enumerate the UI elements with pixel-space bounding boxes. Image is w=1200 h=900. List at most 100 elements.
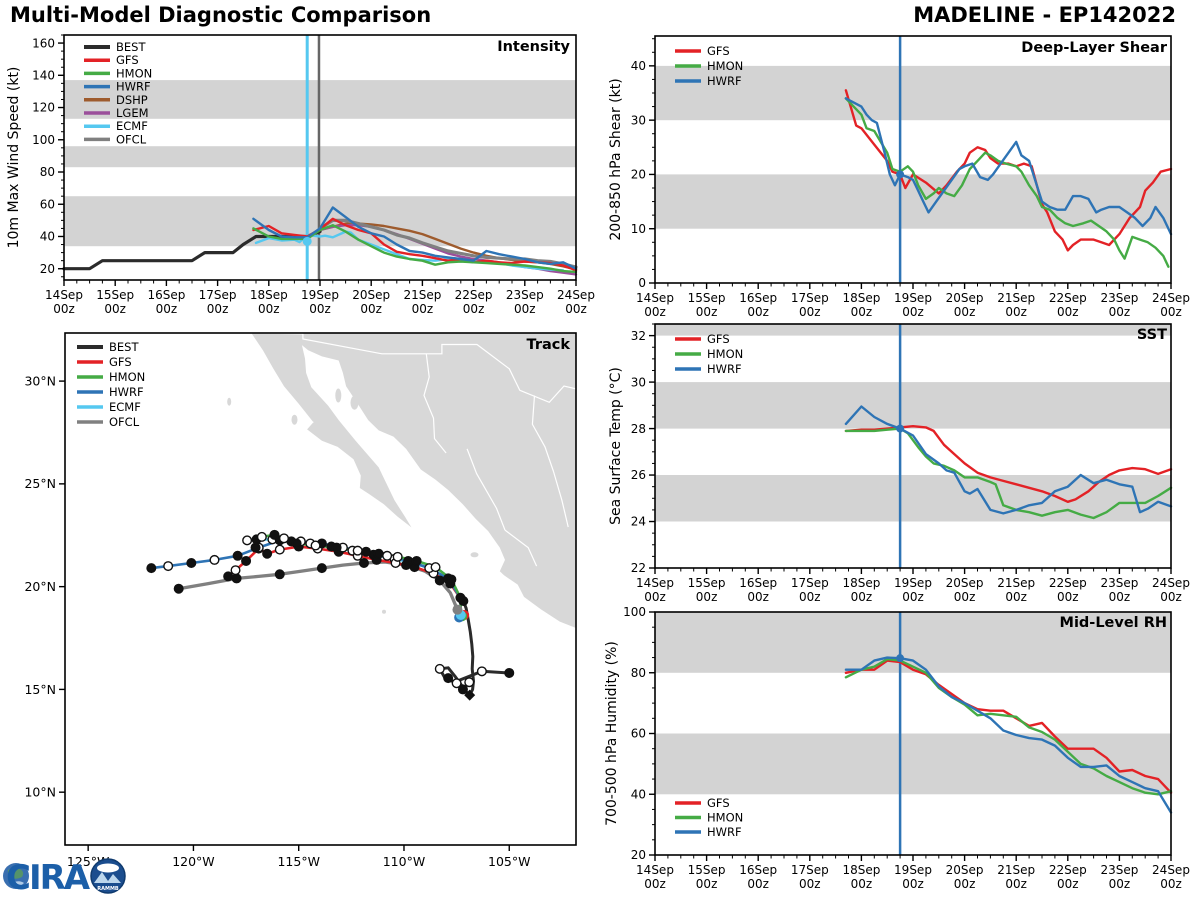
svg-text:14Sep: 14Sep xyxy=(636,863,674,877)
cira-rammb-logo: CIRA RAMMB xyxy=(3,858,126,898)
svg-text:22Sep: 22Sep xyxy=(1049,291,1087,305)
svg-text:14Sep: 14Sep xyxy=(636,576,674,590)
svg-text:00z: 00z xyxy=(207,302,229,316)
state-border-line xyxy=(552,471,569,528)
svg-text:22Sep: 22Sep xyxy=(1049,576,1087,590)
track-marker xyxy=(331,542,342,553)
track-marker xyxy=(209,554,220,565)
track-marker xyxy=(146,563,157,574)
svg-text:115°W: 115°W xyxy=(277,854,319,869)
genesis-diamond-marker xyxy=(464,689,476,701)
svg-text:00z: 00z xyxy=(747,877,769,891)
badge-cloud-icon xyxy=(97,863,119,873)
track-marker xyxy=(358,557,369,568)
track-marker xyxy=(310,540,321,551)
track-marker xyxy=(230,565,241,576)
svg-text:00z: 00z xyxy=(565,302,587,316)
svg-text:00z: 00z xyxy=(514,302,536,316)
best-track-marker xyxy=(455,592,466,603)
svg-text:00z: 00z xyxy=(1057,877,1079,891)
svg-text:00z: 00z xyxy=(954,305,976,319)
svg-text:15°N: 15°N xyxy=(24,682,56,697)
svg-text:00z: 00z xyxy=(851,877,873,891)
svg-text:700-500 hPa Humidity (%): 700-500 hPa Humidity (%) xyxy=(604,641,620,826)
legend-label-hwrf: HWRF xyxy=(707,362,742,376)
svg-text:00z: 00z xyxy=(747,590,769,604)
track-marker xyxy=(430,562,441,573)
legend-label-gfs: GFS xyxy=(109,355,132,369)
svg-text:20°N: 20°N xyxy=(24,579,56,594)
state-border-line xyxy=(504,529,538,567)
svg-text:00z: 00z xyxy=(851,590,873,604)
svg-text:19Sep: 19Sep xyxy=(894,863,932,877)
svg-text:00z: 00z xyxy=(412,302,434,316)
track-marker xyxy=(232,550,243,561)
shear-band xyxy=(655,174,1171,229)
svg-text:00z: 00z xyxy=(644,877,666,891)
svg-text:00z: 00z xyxy=(696,305,718,319)
svg-text:00z: 00z xyxy=(1109,305,1131,319)
svg-text:100: 100 xyxy=(623,605,646,619)
svg-text:80: 80 xyxy=(40,165,55,179)
track-marker xyxy=(316,563,327,574)
legend-label-hmon: HMON xyxy=(707,811,743,825)
globe-continent xyxy=(7,867,24,879)
svg-text:00z: 00z xyxy=(309,302,331,316)
svg-text:00z: 00z xyxy=(954,877,976,891)
svg-text:60: 60 xyxy=(40,197,55,211)
svg-text:19Sep: 19Sep xyxy=(894,291,932,305)
svg-text:25°N: 25°N xyxy=(24,476,56,491)
legend-label-hmon: HMON xyxy=(109,370,145,384)
svg-text:00z: 00z xyxy=(53,302,75,316)
island xyxy=(382,609,386,614)
svg-text:17Sep: 17Sep xyxy=(791,291,829,305)
svg-text:00z: 00z xyxy=(1005,590,1027,604)
svg-text:23Sep: 23Sep xyxy=(1100,863,1138,877)
track-marker xyxy=(186,557,197,568)
svg-text:00z: 00z xyxy=(1005,305,1027,319)
svg-text:20: 20 xyxy=(631,168,646,182)
svg-text:19Sep: 19Sep xyxy=(301,288,339,302)
svg-text:17Sep: 17Sep xyxy=(791,576,829,590)
svg-text:10°N: 10°N xyxy=(24,785,56,800)
svg-text:00z: 00z xyxy=(644,305,666,319)
rh-series-gfs xyxy=(844,659,1173,794)
sst-band xyxy=(655,475,1171,522)
legend-label-hmon: HMON xyxy=(707,59,743,73)
track-line-gfs xyxy=(226,545,463,617)
rh-panel: 2040608010014Sep00z15Sep00z16Sep00z17Sep… xyxy=(604,605,1190,891)
svg-text:22: 22 xyxy=(631,561,646,575)
svg-text:00z: 00z xyxy=(156,302,178,316)
badge-mountains-icon xyxy=(94,872,121,883)
svg-text:21Sep: 21Sep xyxy=(997,291,1035,305)
svg-text:00z: 00z xyxy=(747,305,769,319)
rh-band xyxy=(655,733,1171,795)
island xyxy=(227,397,232,406)
svg-text:10: 10 xyxy=(631,222,646,236)
sst-panel: 22242628303214Sep00z15Sep00z16Sep00z17Se… xyxy=(608,323,1190,604)
svg-text:21Sep: 21Sep xyxy=(403,288,441,302)
state-border-line xyxy=(466,448,506,531)
best-track-marker xyxy=(451,678,462,689)
best-track-marker xyxy=(476,666,487,677)
legend-label-gfs: GFS xyxy=(707,332,730,346)
island xyxy=(470,552,479,558)
svg-text:40: 40 xyxy=(40,230,55,244)
svg-text:10m Max Wind Speed (kt): 10m Max Wind Speed (kt) xyxy=(6,67,22,249)
svg-text:00z: 00z xyxy=(1057,305,1079,319)
svg-text:22Sep: 22Sep xyxy=(1049,863,1087,877)
svg-text:00z: 00z xyxy=(851,305,873,319)
svg-text:24Sep: 24Sep xyxy=(1152,291,1190,305)
svg-text:24Sep: 24Sep xyxy=(1152,576,1190,590)
best-track-marker xyxy=(434,663,445,674)
svg-text:22Sep: 22Sep xyxy=(455,288,493,302)
legend-label-ecmf: ECMF xyxy=(116,119,148,133)
track-line-hwrf xyxy=(150,539,463,617)
legend-label-ecmf: ECMF xyxy=(109,400,141,414)
track-marker xyxy=(269,529,280,540)
svg-text:17Sep: 17Sep xyxy=(199,288,237,302)
track-marker xyxy=(434,575,445,586)
svg-text:28: 28 xyxy=(631,422,646,436)
